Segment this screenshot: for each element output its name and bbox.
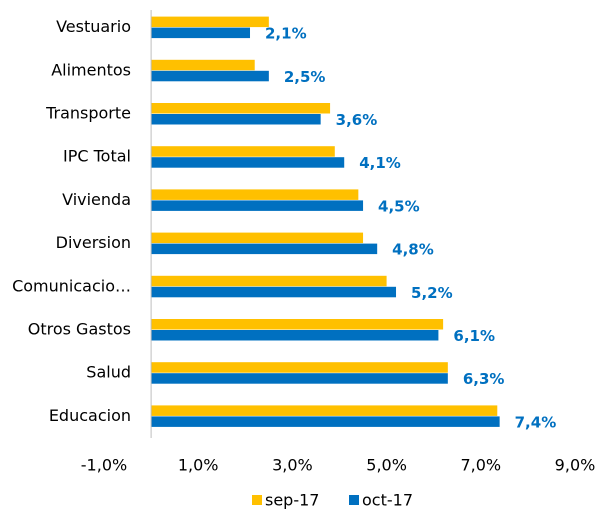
value-label: 3,6% bbox=[336, 111, 378, 129]
value-label: 6,1% bbox=[453, 327, 495, 345]
x-tick-label: 5,0% bbox=[366, 456, 407, 475]
value-label: 4,8% bbox=[392, 241, 434, 259]
bar bbox=[151, 59, 255, 71]
bar bbox=[151, 319, 444, 330]
y-tick-label: Vivienda bbox=[62, 190, 131, 209]
legend-label: oct-17 bbox=[362, 491, 413, 510]
bar bbox=[151, 373, 448, 384]
bar bbox=[151, 243, 378, 255]
value-label: 4,5% bbox=[378, 197, 420, 215]
x-tick-label: 9,0% bbox=[555, 456, 596, 475]
y-tick-label: Otros Gastos bbox=[28, 320, 131, 339]
y-tick-label: IPC Total bbox=[63, 147, 131, 166]
y-tick-label: Vestuario bbox=[56, 17, 131, 36]
value-label: 2,5% bbox=[284, 68, 326, 86]
value-label: 2,1% bbox=[265, 25, 307, 43]
legend-label: sep-17 bbox=[265, 491, 319, 510]
x-tick-label: 1,0% bbox=[178, 456, 219, 475]
bar bbox=[151, 70, 269, 82]
bar bbox=[151, 27, 251, 39]
bar bbox=[151, 16, 269, 28]
bar bbox=[151, 330, 439, 341]
value-label: 5,2% bbox=[411, 284, 453, 302]
bar bbox=[151, 362, 448, 373]
value-label: 6,3% bbox=[463, 370, 505, 388]
legend-swatch bbox=[252, 495, 262, 505]
bar bbox=[151, 157, 345, 168]
x-tick-label: 7,0% bbox=[460, 456, 501, 475]
value-label: 4,1% bbox=[359, 154, 401, 172]
bar bbox=[151, 146, 335, 157]
y-tick-label: Diversion bbox=[56, 233, 131, 252]
bar bbox=[151, 275, 387, 287]
bar bbox=[151, 405, 498, 416]
value-label: 7,4% bbox=[515, 413, 557, 431]
bar bbox=[151, 114, 321, 125]
bar bbox=[151, 416, 500, 427]
bar bbox=[151, 232, 364, 244]
x-tick-label: 3,0% bbox=[272, 456, 313, 475]
y-tick-label: Educacion bbox=[49, 406, 131, 425]
x-tick-label: -1,0% bbox=[81, 456, 127, 475]
bar bbox=[151, 200, 364, 211]
bar bbox=[151, 189, 359, 200]
y-tick-label: Comunicacio… bbox=[12, 276, 131, 295]
y-tick-label: Transporte bbox=[45, 104, 131, 123]
bar bbox=[151, 286, 397, 298]
y-tick-label: Salud bbox=[86, 363, 131, 382]
bar bbox=[151, 103, 331, 114]
y-tick-label: Alimentos bbox=[51, 60, 131, 79]
legend-swatch bbox=[349, 495, 359, 505]
